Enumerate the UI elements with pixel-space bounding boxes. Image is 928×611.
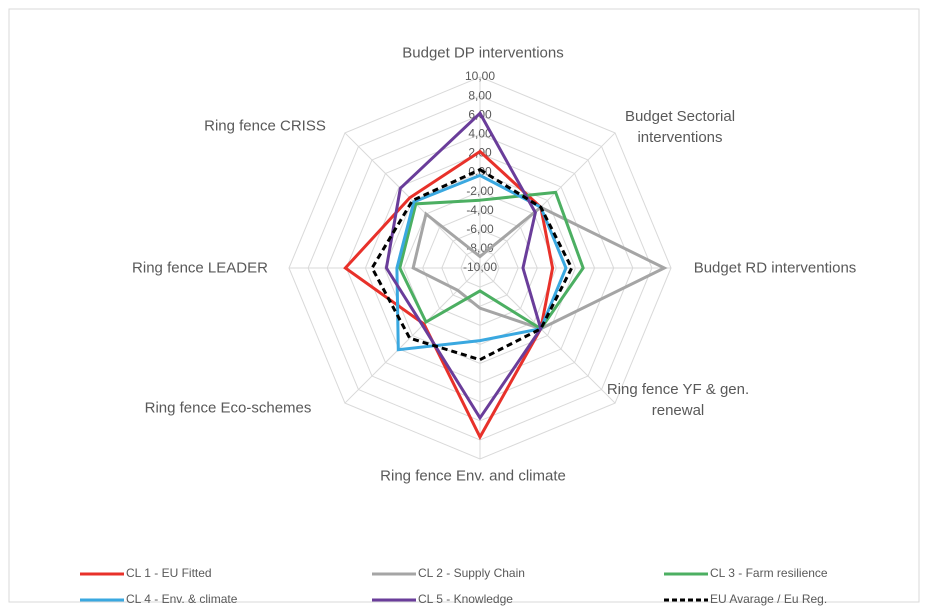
axis-spoke bbox=[479, 132, 616, 269]
axis-spoke bbox=[344, 132, 481, 269]
legend-label: CL 1 - EU Fitted bbox=[126, 566, 212, 580]
axis-label: Budget DP interventions bbox=[402, 44, 564, 62]
r-tick-label: 0,00 bbox=[468, 165, 492, 179]
r-tick-label: -10,00 bbox=[463, 260, 497, 274]
axis-label: Ring fence Env. and climate bbox=[380, 467, 566, 485]
axis-spoke bbox=[479, 267, 616, 404]
legend-label: CL 5 - Knowledge bbox=[418, 592, 513, 606]
axis-label: Budget Sectorial interventions bbox=[624, 108, 736, 146]
series-line bbox=[411, 205, 668, 331]
r-tick-label: 8,00 bbox=[468, 88, 492, 102]
axis-label: Ring fence YF & gen. renewal bbox=[606, 381, 750, 419]
series-line bbox=[395, 173, 568, 352]
axis-label: Ring fence LEADER bbox=[132, 259, 268, 277]
legend-label: CL 4 - Env. & climate bbox=[126, 592, 238, 606]
chart-border bbox=[8, 8, 920, 603]
series-line bbox=[384, 110, 543, 421]
series-line bbox=[398, 190, 585, 331]
series-line bbox=[343, 149, 555, 441]
r-tick-label: -4,00 bbox=[466, 203, 494, 217]
r-tick-label: -2,00 bbox=[466, 184, 494, 198]
r-tick-label: 10,00 bbox=[465, 69, 495, 83]
legend-label: CL 3 - Farm resilience bbox=[710, 566, 828, 580]
legend-label: EU Avarage / Eu Reg. bbox=[710, 592, 827, 606]
series-line bbox=[370, 167, 574, 362]
legend-label: CL 2 - Supply Chain bbox=[418, 566, 525, 580]
r-tick-label: 4,00 bbox=[468, 126, 492, 140]
axis-label: Ring fence CRISS bbox=[204, 117, 326, 135]
axis-label: Ring fence Eco-schemes bbox=[144, 399, 312, 417]
axis-label: Budget RD interventions bbox=[693, 259, 857, 277]
r-tick-label: -6,00 bbox=[466, 222, 494, 236]
